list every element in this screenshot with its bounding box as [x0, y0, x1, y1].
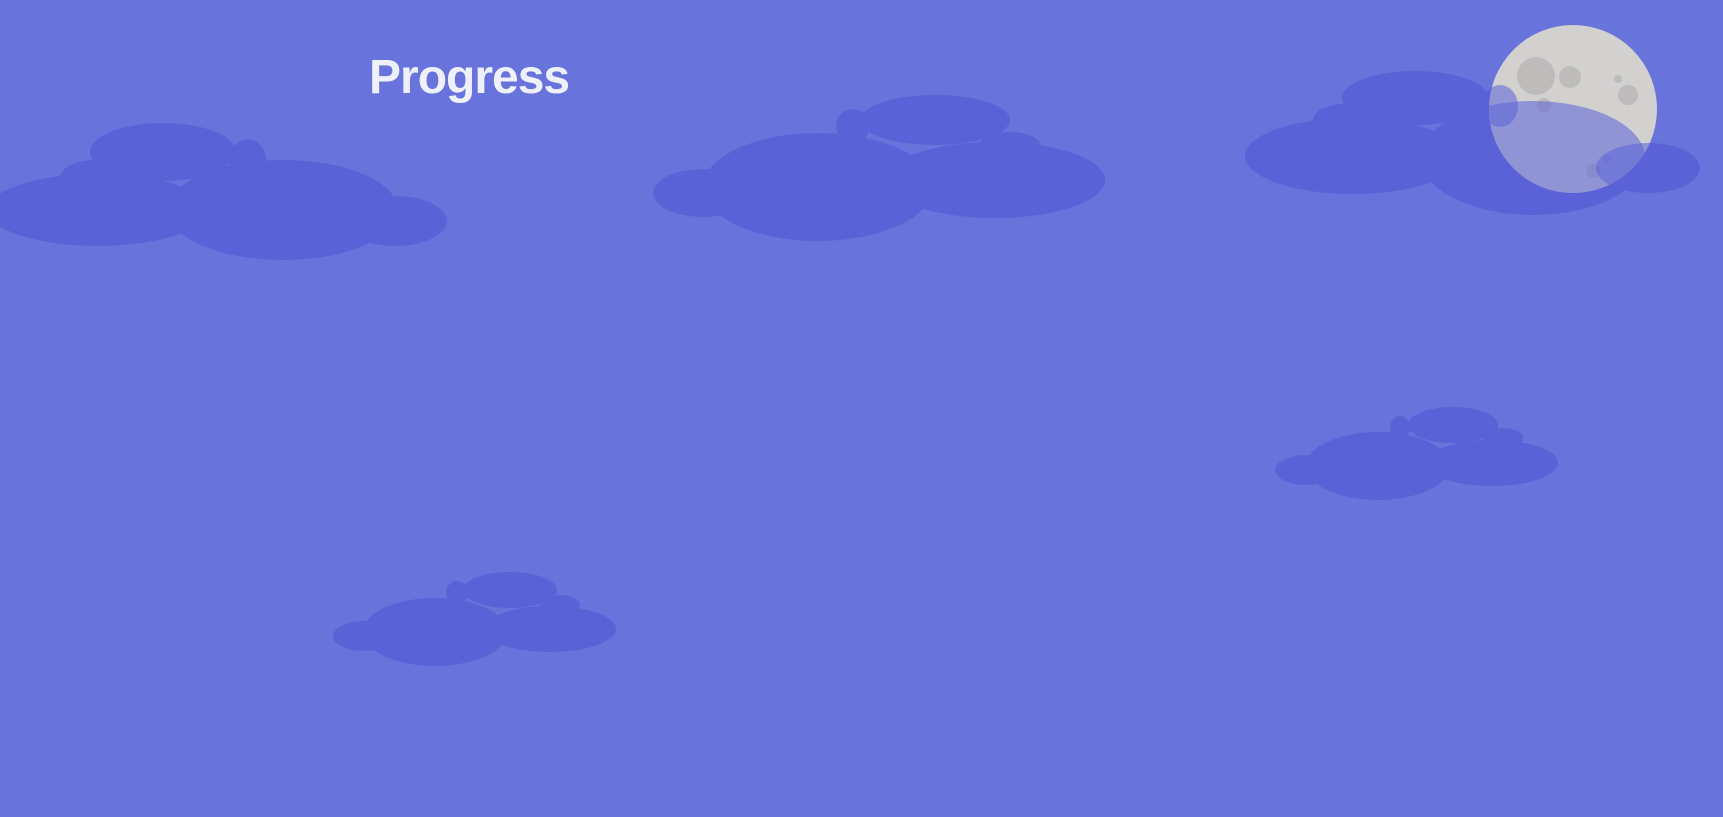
cloud-icon — [1275, 407, 1558, 500]
cloud-icon — [333, 572, 616, 666]
cloud-icon — [653, 95, 1105, 241]
page-title: Progress — [369, 51, 570, 104]
cloud-icon — [0, 123, 447, 260]
